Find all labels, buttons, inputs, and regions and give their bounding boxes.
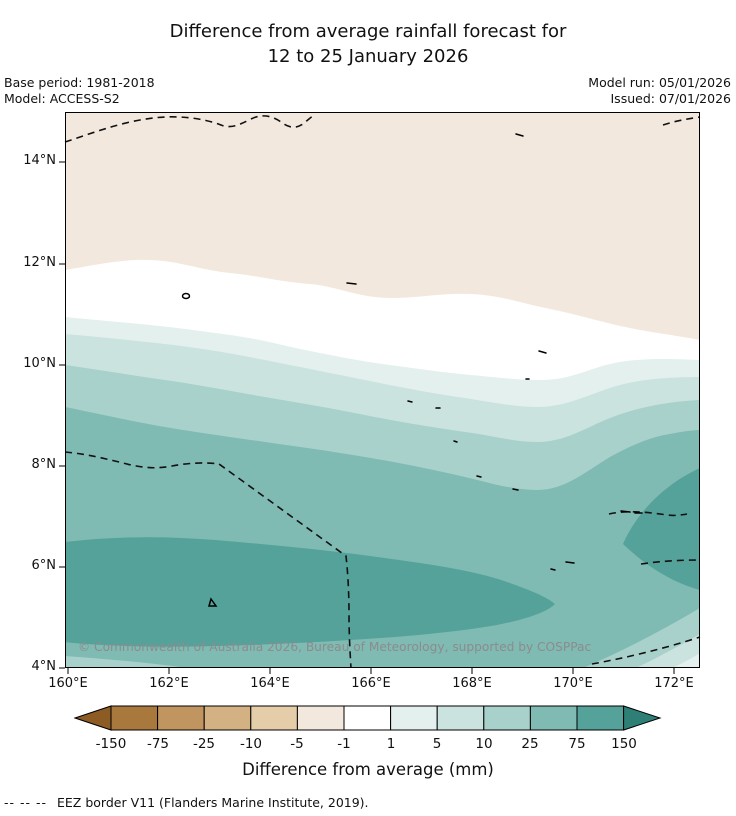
island-marker bbox=[512, 488, 519, 491]
island-marker bbox=[620, 510, 631, 513]
lon-label-164e: 164°E bbox=[250, 676, 290, 691]
island-markers bbox=[181, 133, 643, 607]
island-marker bbox=[208, 597, 218, 607]
colorbar-cell bbox=[390, 705, 438, 731]
colorbar-cell bbox=[343, 705, 392, 731]
contour-band-75-150-east bbox=[623, 468, 700, 590]
lon-label-160e: 160°E bbox=[48, 676, 88, 691]
eez-border-line-northeast-corner bbox=[662, 116, 701, 126]
lat-label-12n: 12°N bbox=[23, 255, 56, 270]
cbar-tick-25: 25 bbox=[521, 736, 539, 752]
model-run-text: Model run: 05/01/2026 bbox=[588, 75, 731, 90]
colorbar-cell bbox=[483, 705, 531, 731]
colorbar-cell bbox=[529, 705, 578, 731]
cbar-tick-10: 10 bbox=[475, 736, 493, 752]
island-marker bbox=[453, 440, 458, 443]
lat-label-14n: 14°N bbox=[23, 153, 56, 168]
island-marker bbox=[515, 133, 524, 137]
cbar-tick--1: -1 bbox=[337, 736, 351, 752]
model-text: Model: ACCESS-S2 bbox=[4, 91, 120, 106]
page-title-line2: 12 to 25 January 2026 bbox=[267, 46, 469, 67]
meta-left: Base period: 1981-2018 Model: ACCESS-S2 bbox=[4, 75, 155, 107]
issued-text: Issued: 07/01/2026 bbox=[610, 91, 732, 106]
cbar-tick-75: 75 bbox=[568, 736, 586, 752]
colorbar-cell bbox=[110, 705, 159, 731]
lon-label-172e: 172°E bbox=[654, 676, 694, 691]
eez-border-line-main bbox=[64, 451, 352, 669]
eez-border-line-east-2 bbox=[640, 559, 701, 565]
island-marker bbox=[550, 568, 556, 571]
lat-label-10n: 10°N bbox=[23, 356, 56, 371]
lon-label-168e: 168°E bbox=[452, 676, 492, 691]
base-period-text: Base period: 1981-2018 bbox=[4, 75, 155, 90]
colorbar-label: Difference from average (mm) bbox=[242, 760, 494, 779]
map-plot-area bbox=[59, 112, 701, 674]
cbar-tick-5: 5 bbox=[432, 736, 442, 752]
contour-wedge-1-5-corner bbox=[673, 653, 700, 668]
island-marker bbox=[407, 400, 413, 403]
map-canvas bbox=[59, 112, 701, 674]
eez-legend-text: EEZ border V11 (Flanders Marine Institut… bbox=[57, 795, 369, 810]
contour-band-75-150-blob bbox=[65, 537, 555, 647]
eez-border-group bbox=[64, 113, 701, 669]
colorbar-canvas bbox=[73, 705, 662, 731]
island-marker bbox=[565, 561, 575, 564]
meta-right: Model run: 05/01/2026 Issued: 07/01/2026 bbox=[588, 75, 731, 107]
cbar-tick-1: 1 bbox=[386, 736, 396, 752]
lon-label-162e: 162°E bbox=[149, 676, 189, 691]
contour-strip-10-25-southwest bbox=[65, 656, 187, 668]
cbar-tick--25: -25 bbox=[192, 736, 216, 752]
axis-ticks bbox=[59, 161, 675, 674]
copyright-text: © Commonwealth of Australia 2026, Bureau… bbox=[78, 640, 592, 654]
eez-border-line-southeast bbox=[591, 636, 701, 665]
colorbar-cell bbox=[250, 705, 298, 731]
colorbar-cell bbox=[576, 705, 625, 731]
lon-label-166e: 166°E bbox=[351, 676, 391, 691]
cbar-tick--5: -5 bbox=[290, 736, 304, 752]
island-marker bbox=[181, 292, 191, 300]
lat-label-6n: 6°N bbox=[31, 558, 57, 573]
colorbar-cell bbox=[436, 705, 485, 731]
colorbar-arrow-right bbox=[623, 705, 662, 731]
eez-border-line-north bbox=[64, 113, 316, 143]
lon-label-170e: 170°E bbox=[553, 676, 593, 691]
island-marker bbox=[476, 475, 482, 478]
eez-dash-sample: -- -- -- bbox=[4, 795, 48, 810]
island-marker bbox=[346, 282, 357, 285]
contour-wedge-5-10-corner bbox=[636, 634, 700, 668]
lat-label-8n: 8°N bbox=[31, 457, 57, 472]
cbar-tick-150: 150 bbox=[611, 736, 637, 752]
footer-legend: -- -- -- EEZ border V11 (Flanders Marine… bbox=[4, 795, 369, 810]
lat-label-4n: 4°N bbox=[31, 659, 57, 674]
colorbar-arrow-left bbox=[73, 705, 112, 731]
colorbar-cell bbox=[296, 705, 345, 731]
map-border bbox=[65, 112, 700, 668]
colorbar bbox=[73, 705, 662, 735]
colorbar-cell bbox=[203, 705, 252, 731]
page-title-line1: Difference from average rainfall forecas… bbox=[169, 21, 567, 42]
island-marker bbox=[538, 350, 547, 354]
cbar-tick--150: -150 bbox=[95, 736, 127, 752]
cbar-tick--10: -10 bbox=[239, 736, 263, 752]
contour-band-neg5-neg1 bbox=[65, 112, 700, 340]
cbar-tick--75: -75 bbox=[146, 736, 170, 752]
colorbar-cell bbox=[157, 705, 205, 731]
